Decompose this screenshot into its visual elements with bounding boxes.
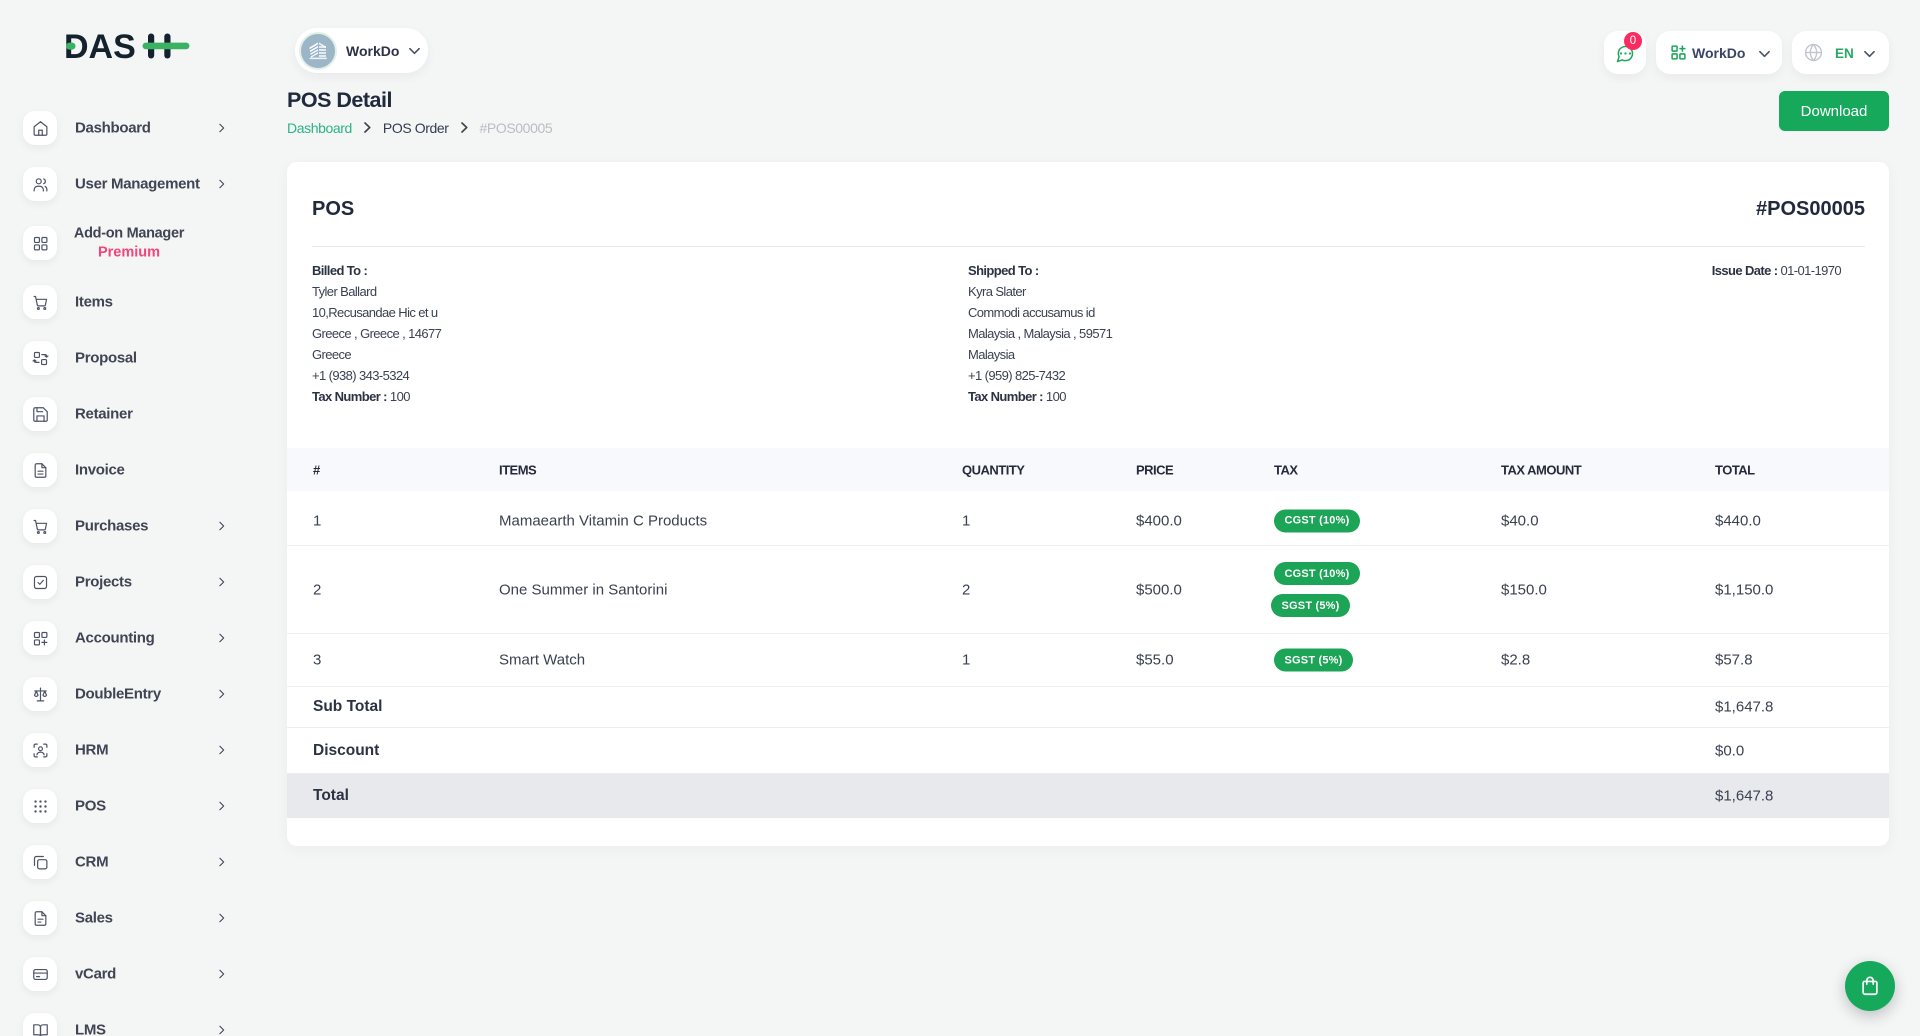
svg-text:DAS: DAS bbox=[65, 31, 136, 61]
